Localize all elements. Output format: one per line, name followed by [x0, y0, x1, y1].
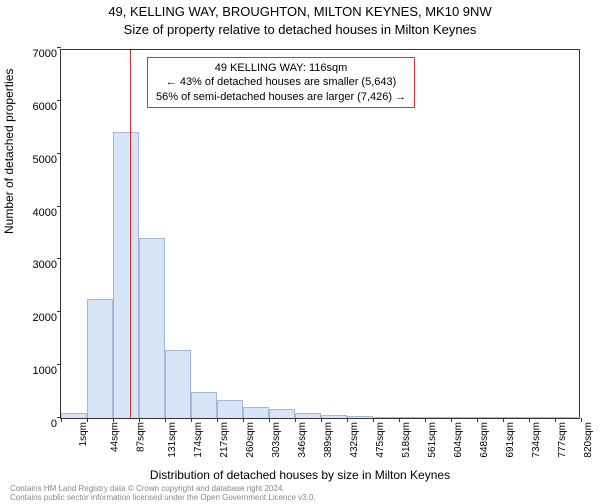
- x-tick-mark: [321, 418, 322, 422]
- x-tick-label: 648sqm: [479, 422, 490, 458]
- y-tick-mark: [57, 311, 61, 312]
- histogram-bar: [165, 350, 191, 418]
- x-tick-label: 346sqm: [297, 422, 308, 458]
- x-tick-mark: [243, 418, 244, 422]
- x-tick-label: 260sqm: [245, 422, 256, 458]
- x-tick-mark: [269, 418, 270, 422]
- x-tick-label: 691sqm: [505, 422, 516, 458]
- y-tick-label: 4000: [33, 207, 57, 219]
- y-tick-label: 7000: [33, 48, 57, 60]
- x-tick-mark: [425, 418, 426, 422]
- x-tick-mark: [217, 418, 218, 422]
- x-tick-label: 518sqm: [401, 422, 412, 458]
- y-tick-mark: [57, 153, 61, 154]
- y-tick-label: 1000: [33, 365, 57, 377]
- histogram-bar: [529, 417, 555, 418]
- x-tick-label: 475sqm: [375, 422, 386, 458]
- x-tick-label: 131sqm: [167, 422, 178, 458]
- y-tick-label: 6000: [33, 101, 57, 113]
- x-tick-label: 217sqm: [219, 422, 230, 458]
- x-tick-label: 820sqm: [583, 422, 594, 458]
- x-axis-label: Distribution of detached houses by size …: [0, 468, 600, 482]
- x-tick-mark: [581, 418, 582, 422]
- x-tick-mark: [191, 418, 192, 422]
- x-tick-label: 174sqm: [193, 422, 204, 458]
- histogram-bar: [139, 238, 165, 418]
- x-tick-mark: [373, 418, 374, 422]
- y-tick-mark: [57, 206, 61, 207]
- x-tick-mark: [295, 418, 296, 422]
- x-tick-label: 303sqm: [271, 422, 282, 458]
- histogram-bar: [113, 132, 139, 418]
- x-tick-label: 44sqm: [110, 422, 121, 452]
- chart-title: 49, KELLING WAY, BROUGHTON, MILTON KEYNE…: [0, 4, 600, 21]
- x-tick-label: 734sqm: [531, 422, 542, 458]
- x-tick-mark: [555, 418, 556, 422]
- x-tick-mark: [165, 418, 166, 422]
- y-tick-mark: [57, 364, 61, 365]
- footnote-line-2: Contains public sector information licen…: [10, 493, 316, 503]
- histogram-bar: [347, 416, 373, 418]
- y-tick-label: 3000: [33, 259, 57, 271]
- footnote-line-1: Contains HM Land Registry data © Crown c…: [10, 484, 316, 494]
- x-tick-label: 389sqm: [323, 422, 334, 458]
- annotation-box: 49 KELLING WAY: 116sqm← 43% of detached …: [147, 57, 415, 108]
- y-tick-mark: [57, 258, 61, 259]
- histogram-bar: [373, 417, 399, 418]
- annotation-line: ← 43% of detached houses are smaller (5,…: [156, 75, 406, 89]
- x-tick-label: 777sqm: [557, 422, 568, 458]
- chart-subtitle: Size of property relative to detached ho…: [0, 22, 600, 37]
- x-tick-label: 87sqm: [136, 422, 147, 452]
- x-tick-mark: [529, 418, 530, 422]
- histogram-bar: [321, 415, 347, 418]
- annotation-line: 49 KELLING WAY: 116sqm: [156, 61, 406, 75]
- x-tick-label: 604sqm: [453, 422, 464, 458]
- histogram-bar: [217, 400, 243, 419]
- x-tick-mark: [399, 418, 400, 422]
- y-axis-label: Number of detached properties: [2, 69, 16, 234]
- x-tick-mark: [113, 418, 114, 422]
- plot-area: 010002000300040005000600070001sqm44sqm87…: [60, 49, 580, 419]
- x-tick-label: 432sqm: [349, 422, 360, 458]
- x-tick-mark: [61, 418, 62, 422]
- histogram-bar: [425, 417, 451, 418]
- x-tick-mark: [347, 418, 348, 422]
- histogram-bar: [61, 413, 87, 418]
- y-tick-label: 0: [51, 418, 57, 430]
- y-tick-label: 2000: [33, 312, 57, 324]
- histogram-bar: [269, 409, 295, 418]
- y-tick-mark: [57, 100, 61, 101]
- y-tick-label: 5000: [33, 154, 57, 166]
- x-tick-mark: [87, 418, 88, 422]
- x-tick-mark: [477, 418, 478, 422]
- histogram-bar: [555, 417, 581, 418]
- histogram-bar: [477, 417, 503, 418]
- histogram-bar: [87, 299, 113, 418]
- histogram-bar: [295, 413, 321, 418]
- x-tick-mark: [451, 418, 452, 422]
- annotation-line: 56% of semi-detached houses are larger (…: [156, 90, 406, 104]
- y-tick-mark: [57, 47, 61, 48]
- histogram-bar: [191, 392, 217, 418]
- histogram-bar: [243, 407, 269, 418]
- histogram-bar: [503, 417, 529, 418]
- x-tick-label: 1sqm: [78, 422, 89, 446]
- histogram-bar: [451, 417, 477, 418]
- footnote: Contains HM Land Registry data © Crown c…: [10, 484, 316, 503]
- histogram-bar: [399, 417, 425, 418]
- x-tick-mark: [503, 418, 504, 422]
- x-tick-label: 561sqm: [427, 422, 438, 458]
- reference-line: [130, 50, 131, 418]
- x-tick-mark: [139, 418, 140, 422]
